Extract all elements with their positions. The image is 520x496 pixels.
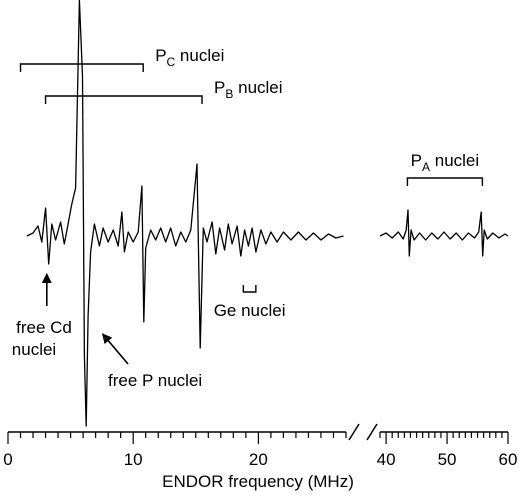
- label-free-cd-nuclei: nuclei: [12, 340, 56, 359]
- spectrum-trace-1: [26, 0, 344, 427]
- tick-label: 0: [3, 450, 12, 469]
- bracket-pb: [44, 95, 203, 104]
- label-ge-nuclei: Ge nuclei: [214, 301, 286, 320]
- spectrum-traces: [26, 0, 509, 427]
- label-pc-nuclei: PC nuclei: [155, 46, 224, 69]
- x-axis-label: ENDOR frequency (MHz): [162, 472, 354, 491]
- tick-label: 10: [124, 450, 143, 469]
- tick-label: 50: [438, 450, 457, 469]
- annotation-labels: PC nuclei PB nuclei PA nuclei Ge nuclei free…: [12, 46, 479, 390]
- arrow-free-p: [101, 333, 129, 365]
- label-pb-nuclei: PB nuclei: [214, 78, 283, 101]
- tick-label: 60: [499, 450, 518, 469]
- annotation-arrows: [41, 273, 129, 365]
- spectrum-trace-2: [379, 209, 509, 257]
- label-free-p-nuclei: free P nuclei: [108, 371, 202, 390]
- label-pa-nuclei: PA nuclei: [411, 151, 480, 174]
- tick-label: 20: [249, 450, 268, 469]
- bracket-pa: [406, 177, 484, 186]
- bracket-ge: [242, 285, 257, 293]
- tick-label: 40: [377, 450, 396, 469]
- axis-break-left: [348, 423, 360, 441]
- label-free-cd: free Cd: [16, 318, 72, 337]
- x-axis: 0 10 20 40 50 60: [3, 423, 518, 469]
- axis-break-right: [366, 423, 378, 441]
